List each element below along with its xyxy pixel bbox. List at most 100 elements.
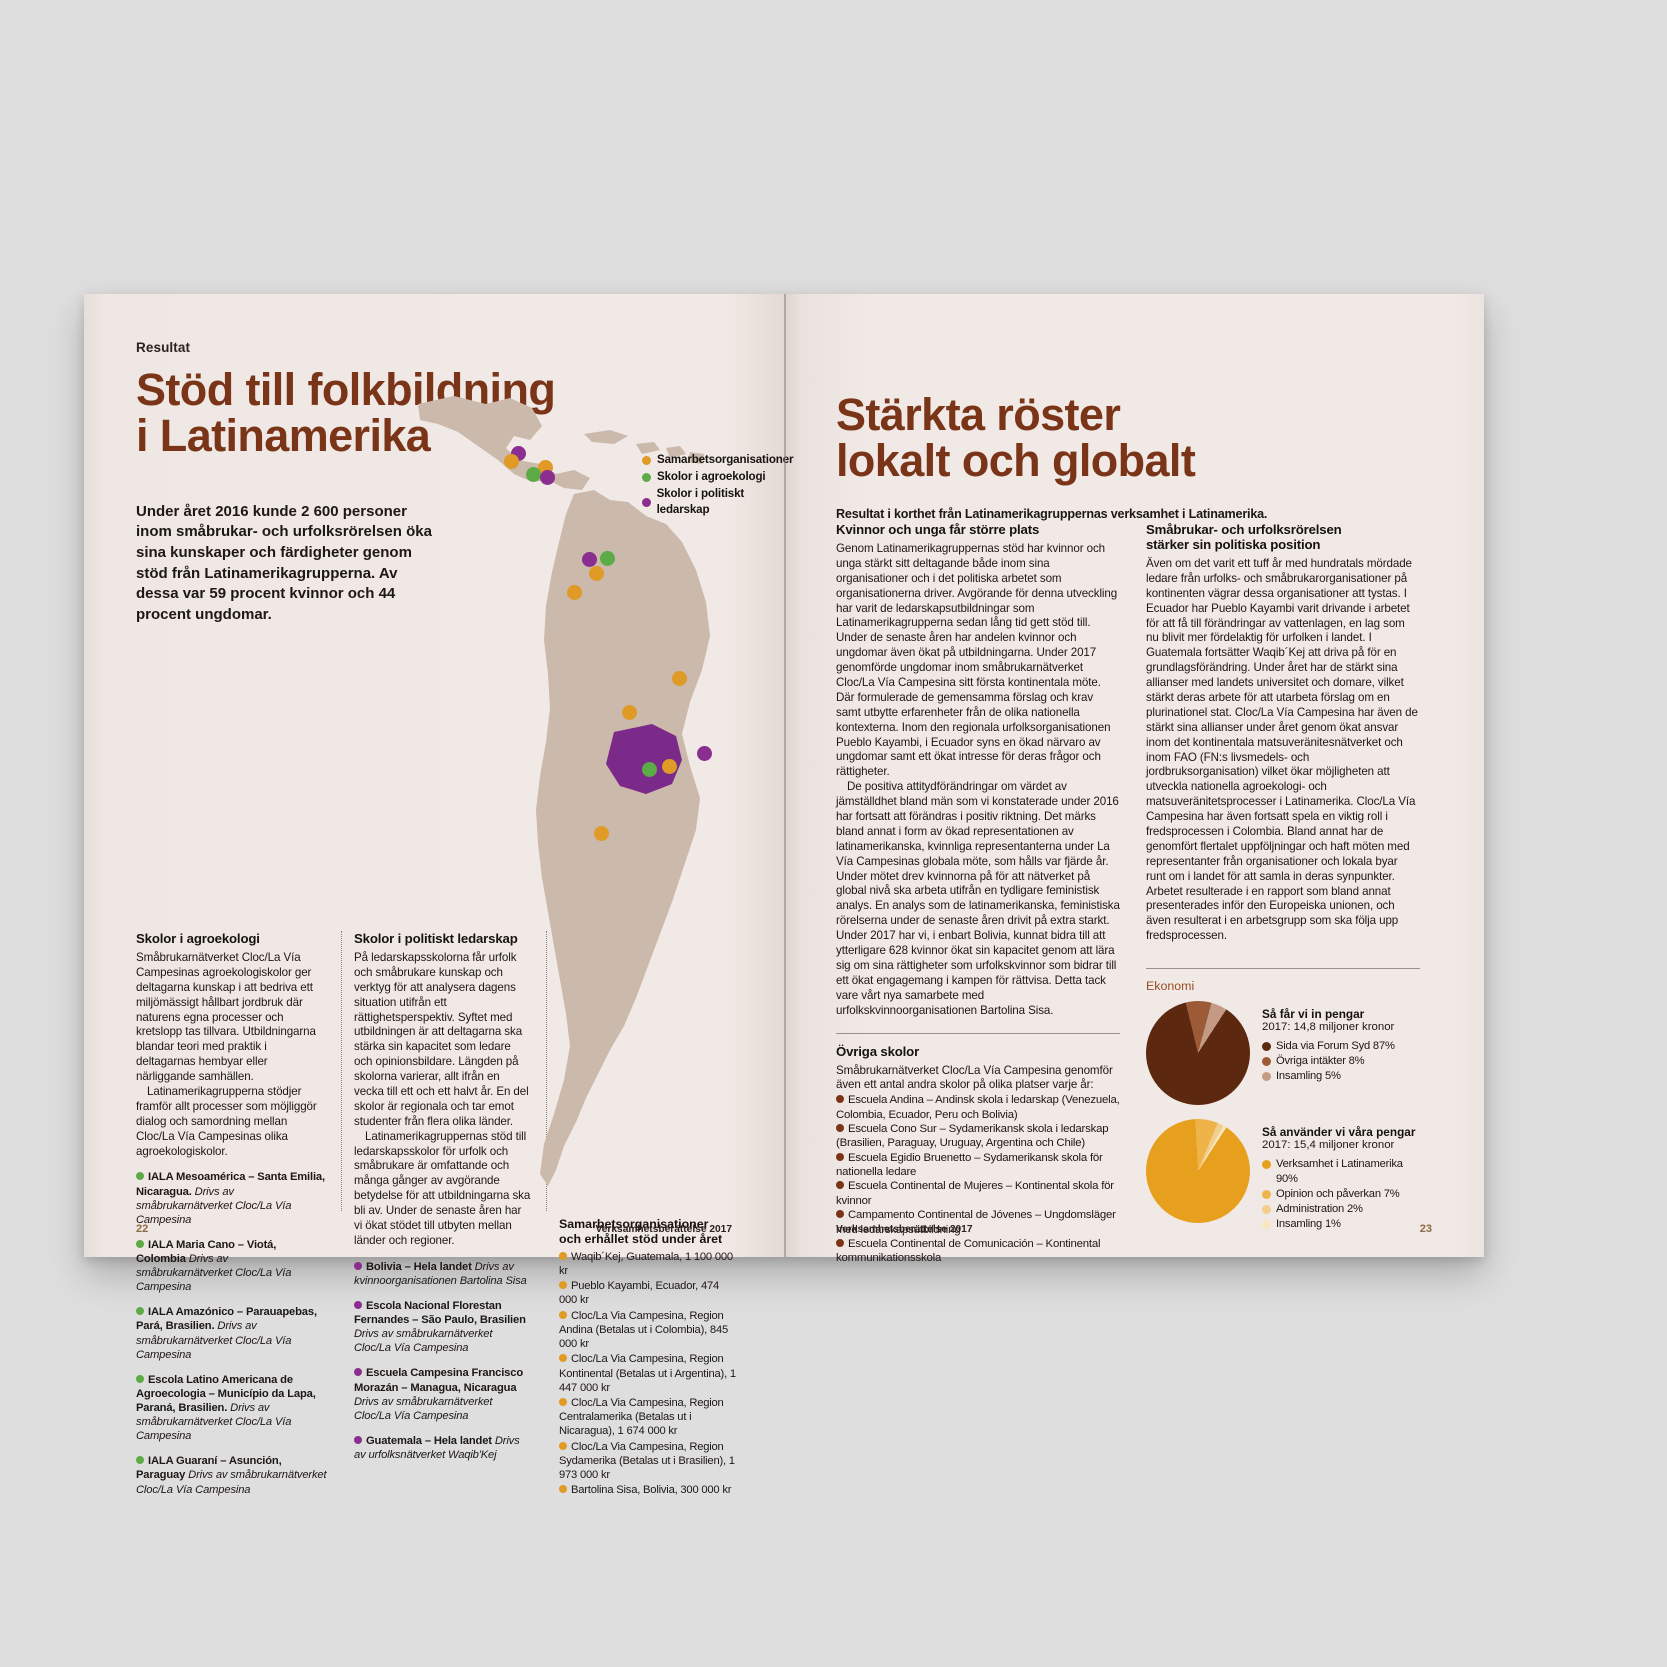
bullet-dot-icon — [559, 1397, 567, 1406]
bullet-dot-icon — [559, 1310, 567, 1319]
pie-legend-label: Sida via Forum Syd 87% — [1276, 1040, 1395, 1053]
economy-section: Ekonomi Så får vi in pengar 2017: 14,8 m… — [1146, 968, 1420, 1232]
list-item: Escuela Egidio Bruenetto – Sydamerikansk… — [836, 1151, 1120, 1180]
pie-legend-item: Opinion och påverkan 7% — [1262, 1187, 1420, 1202]
list-item-label: Cloc/La Via Campesina, Region Kontinenta… — [559, 1353, 736, 1394]
list-item-name: IALA Amazónico – Parauapebas, Pará, Bras… — [136, 1306, 317, 1333]
paragraph: Småbrukarnätverket Cloc/La Vía Campesina… — [136, 951, 316, 1084]
pie-legend-spending: Verksamhet i Latinamerika 90% Opinion och… — [1262, 1157, 1420, 1232]
list-item: IALA Guaraní – Asunción, Paraguay Drivs … — [136, 1454, 327, 1496]
map-pin — [697, 746, 712, 761]
bullet-dot-icon — [559, 1251, 567, 1260]
pie-legend-swatch — [1262, 1072, 1271, 1082]
list-item: Campamento Continental de Jóvenes – Ungd… — [836, 1208, 1120, 1237]
paragraph: De positiva attitydförändringar om värde… — [836, 780, 1120, 1017]
list-item: Escuela Cono Sur – Sydamerikansk skola i… — [836, 1122, 1120, 1151]
map-pin — [526, 467, 541, 482]
pie-legend-item: Sida via Forum Syd 87% — [1262, 1039, 1395, 1054]
list-item: Cloc/La Via Campesina, Region Sydamerika… — [559, 1440, 736, 1483]
legend-item-ledarskap: Skolor i politiskt ledarskap — [642, 486, 793, 520]
legend-label: Skolor i agroekologi — [657, 469, 766, 483]
school-list-agroekologi: IALA Mesoamérica – Santa Emilia, Nicarag… — [136, 1170, 327, 1496]
running-head-right: Verksamhetsberättelse 2017 — [836, 1224, 973, 1235]
pie-legend-item: Administration 2% — [1262, 1202, 1420, 1217]
list-item: Escola Nacional Florestan Fernandes – Sã… — [354, 1299, 532, 1355]
list-item: Escola Latino Americana de Agroecologia … — [136, 1373, 327, 1444]
heading-line-2: och erhållet stöd under året — [559, 1231, 723, 1246]
bullet-dot-icon — [836, 1124, 844, 1132]
list-item: Escuela Continental de Comunicación – Ko… — [836, 1237, 1120, 1266]
map-pin — [672, 671, 687, 686]
map-pin — [540, 470, 555, 485]
pie-legend-item: Insamling 1% — [1262, 1217, 1420, 1232]
map-pin — [600, 551, 615, 566]
bullet-dot-icon — [559, 1441, 567, 1450]
legend-swatch-purple — [642, 497, 651, 507]
heading-line-1: Samarbetsorganisationer — [559, 1217, 709, 1231]
bullet-dot-icon — [136, 1239, 144, 1248]
list-item: IALA Amazónico – Parauapebas, Pará, Bras… — [136, 1305, 327, 1361]
map-pin — [582, 552, 597, 567]
heading-line-2: stärker sin politiska position — [1146, 537, 1321, 552]
list-item-desc: Drivs av småbrukarnätverket Cloc/La Vía … — [136, 1253, 292, 1294]
legend-swatch-green — [642, 472, 651, 482]
legend-item-agroekologi: Skolor i agroekologi — [642, 469, 793, 486]
school-list-ledarskap: Bolivia – Hela landet Drivs av kvinnoorg… — [354, 1260, 532, 1462]
bullet-dot-icon — [836, 1181, 844, 1190]
list-item-label: Cloc/La Via Campesina, Region Andina (Be… — [559, 1309, 728, 1351]
headline-line-2: lokalt och globalt — [836, 435, 1196, 487]
list-item-name: Escola Nacional Florestan Fernandes – Sã… — [354, 1300, 526, 1327]
pie-legend-item: Övriga intäkter 8% — [1262, 1054, 1395, 1069]
list-item: IALA Maria Cano – Viotá, Colombia Drivs … — [136, 1238, 327, 1294]
map-pin — [504, 454, 519, 469]
legend-label: Skolor i politiskt ledarskap — [656, 486, 745, 517]
folio-left: 22 — [136, 1223, 149, 1235]
list-item-label: Escuela Egidio Bruenetto – Sydamerikansk… — [836, 1151, 1103, 1179]
list-item-name: Guatemala – Hela landet — [366, 1434, 495, 1447]
pie-legend-label: Övriga intäkter 8% — [1276, 1055, 1365, 1068]
paragraph: Latinamerikagrupperna stödjer framför al… — [136, 1085, 317, 1158]
column-divider — [546, 931, 547, 1211]
list-item-desc: Drivs av småbrukarnätverket Cloc/La Vía … — [136, 1185, 292, 1226]
list-item: Pueblo Kayambi, Ecuador, 474 000 kr — [559, 1279, 736, 1307]
column-heading: Samarbetsorganisationer och erhållet stö… — [559, 1217, 736, 1247]
right-page: Stärkta röster lokalt och globalt Result… — [784, 294, 1484, 1264]
map-pin — [622, 705, 637, 720]
list-item-name: IALA Maria Cano – Viotá, Colombia — [136, 1238, 277, 1266]
lede-paragraph: Under året 2016 kunde 2 600 personer ino… — [136, 502, 432, 624]
list-item-label: Campamento Continental de Jóvenes – Ungd… — [836, 1209, 1116, 1236]
magazine-spread: Resultat Stöd till folkbildning i Latina… — [84, 294, 1484, 1496]
bullet-dot-icon — [354, 1301, 362, 1310]
other-schools-list: Escuela Andina – Andinsk skola i ledarsk… — [836, 1093, 1120, 1265]
list-item: Cloc/La Via Campesina, Region Centralame… — [559, 1396, 736, 1439]
list-item-label: Bartolina Sisa, Bolivia, 300 000 kr — [571, 1484, 732, 1497]
list-item-desc: Drivs av småbrukarnätverket Cloc/La Vía … — [136, 1320, 292, 1361]
pie-legend-label: Insamling 5% — [1276, 1070, 1341, 1083]
pie-title: Så får vi in pengar — [1262, 1007, 1365, 1022]
list-item-name: IALA Guaraní – Asunción, Paraguay — [136, 1455, 282, 1482]
list-item: Guatemala – Hela landet Drivs av urfolks… — [354, 1434, 532, 1462]
divider — [836, 1032, 1120, 1034]
list-item-label: Cloc/La Via Campesina, Region Centralame… — [559, 1396, 724, 1438]
pie-legend-item: Insamling 5% — [1262, 1069, 1395, 1084]
left-page: Resultat Stöd till folkbildning i Latina… — [84, 294, 794, 1496]
bullet-dot-icon — [354, 1261, 362, 1270]
bullet-dot-icon — [559, 1281, 567, 1290]
column-heading: Skolor i agroekologi — [136, 931, 260, 946]
paragraph: Genom Latinamerikagruppernas stöd har kv… — [836, 542, 1118, 779]
kicker: Resultat — [136, 340, 191, 355]
list-item-label: Pueblo Kayambi, Ecuador, 474 000 kr — [559, 1280, 720, 1307]
list-item-label: Cloc/La Via Campesina, Region Sydamerika… — [559, 1440, 735, 1482]
paragraph: Småbrukarnätverket Cloc/La Vía Campesina… — [836, 1063, 1113, 1092]
pie-chart-income: Så får vi in pengar 2017: 14,8 miljoner … — [1146, 1001, 1420, 1106]
right-columns: Kvinnor och unga får större plats Genom … — [836, 522, 1436, 1266]
bullet-dot-icon — [354, 1435, 362, 1444]
column-ledarskap: Skolor i politiskt ledarskap På ledarska… — [341, 931, 546, 1461]
heading-line-1: Småbrukar- och urfolksrörelsen — [1146, 522, 1342, 537]
page-title-right: Stärkta röster lokalt och globalt — [836, 391, 1432, 487]
pie-spending — [1146, 1119, 1250, 1224]
map-legend: Samarbetsorganisationer Skolor i agroeko… — [642, 452, 794, 520]
list-item-label: Waqib´Kej, Guatemala, 1 100 000 kr — [559, 1250, 733, 1277]
list-item: Bolivia – Hela landet Drivs av kvinnoorg… — [354, 1260, 532, 1288]
